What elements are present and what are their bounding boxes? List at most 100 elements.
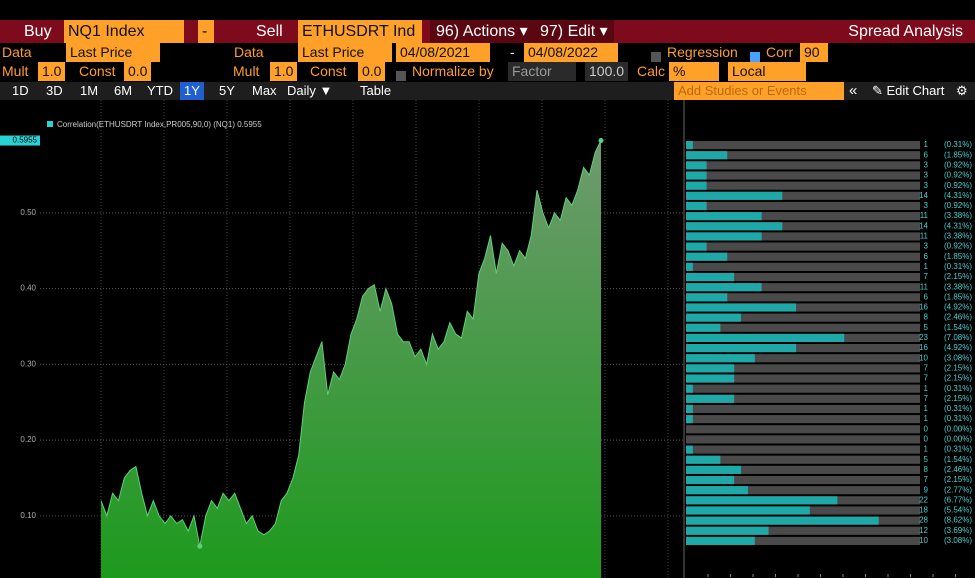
row-background <box>686 455 920 464</box>
range-button[interactable]: 1D <box>12 83 29 98</box>
percent-label: (3.38%) <box>944 211 972 220</box>
histogram-bar <box>686 283 762 292</box>
settings-icon[interactable]: ⚙ <box>956 83 968 98</box>
field-select[interactable]: Last Price <box>298 43 392 62</box>
row-background <box>686 293 920 302</box>
input[interactable]: 100.0 <box>585 62 629 81</box>
row-background <box>686 151 920 160</box>
range-button[interactable]: 6M <box>114 83 133 98</box>
field-select[interactable]: Last Price <box>66 43 160 62</box>
range-button[interactable]: 3D <box>46 83 63 98</box>
checkbox[interactable] <box>651 52 661 62</box>
histogram-bar <box>686 475 735 485</box>
histogram-bar <box>686 415 693 424</box>
histogram-bar <box>686 272 735 282</box>
start-date[interactable]: 04/08/2021 <box>396 43 490 62</box>
label: Regression <box>667 44 738 60</box>
calc-select[interactable]: % <box>669 62 719 81</box>
corr-window[interactable]: 90 <box>800 43 828 62</box>
count-label: 3 <box>924 171 929 180</box>
label: Corr <box>766 44 794 60</box>
actions-menu[interactable]: 96) Actions ▾ <box>430 20 534 43</box>
range-button[interactable]: Max <box>252 83 277 98</box>
studies-input[interactable]: Add Studies or Events <box>674 82 844 100</box>
percent-label: (0.92%) <box>944 242 972 251</box>
edit-chart-button[interactable]: ✎ Edit Chart <box>872 83 945 98</box>
edit-menu[interactable]: 97) Edit ▾ <box>534 20 614 43</box>
histogram-bar <box>686 465 742 474</box>
period-select[interactable]: Daily ▼ <box>287 83 333 98</box>
percent-label: (1.54%) <box>944 323 972 332</box>
legend-text: Correlation(ETHUSDRT Index,PR005,90,0) (… <box>57 120 262 129</box>
label: Data <box>234 44 264 60</box>
row-background <box>686 425 920 434</box>
histogram-bar <box>686 222 783 231</box>
histogram-bar <box>686 394 735 403</box>
row-background <box>686 536 920 545</box>
y-tick-label: 0.30 <box>20 359 36 368</box>
percent-label: (3.38%) <box>944 282 972 291</box>
histogram-bar <box>686 212 762 221</box>
input[interactable]: 0.0 <box>358 62 386 81</box>
row-background <box>686 435 920 444</box>
histogram-bar <box>686 293 728 302</box>
input[interactable]: 1.0 <box>38 62 66 81</box>
local-select[interactable]: Local <box>728 62 806 81</box>
sell-ticker[interactable]: ETHUSDRT Ind <box>298 20 422 43</box>
percent-label: (3.08%) <box>944 353 972 362</box>
count-label: 7 <box>924 394 929 403</box>
histogram-bar <box>686 496 838 505</box>
buy-label: Buy <box>24 23 52 40</box>
percent-label: (7.08%) <box>944 333 972 342</box>
count-label: 28 <box>919 516 928 525</box>
count-label: 1 <box>924 140 929 149</box>
count-label: 1 <box>924 262 929 271</box>
operator[interactable]: - <box>198 20 214 43</box>
row-background <box>686 181 920 190</box>
count-label: 3 <box>924 181 929 190</box>
percent-label: (0.31%) <box>944 404 972 413</box>
count-label: 7 <box>924 272 929 281</box>
checkbox[interactable] <box>396 71 406 81</box>
checkbox-checked[interactable] <box>750 52 760 62</box>
label: Mult <box>2 63 29 79</box>
table-button[interactable]: Table <box>360 83 392 98</box>
row-background <box>686 303 920 312</box>
percent-label: (3.69%) <box>944 526 972 535</box>
row-background <box>686 242 920 251</box>
range-button[interactable]: 1M <box>80 83 99 98</box>
row-background <box>686 171 920 180</box>
label: Calc <box>637 63 666 79</box>
count-label: 6 <box>924 150 929 159</box>
percent-label: (0.31%) <box>944 140 972 149</box>
percent-label: (2.15%) <box>944 374 972 383</box>
edit-chart-label: Edit Chart <box>886 83 945 98</box>
buy-ticker[interactable]: NQ1 Index <box>64 20 184 43</box>
range-button[interactable]: 5Y <box>219 83 235 98</box>
histogram-bar <box>686 364 735 373</box>
legend-value: 0.5955 <box>237 120 262 129</box>
percent-label: (0.00%) <box>944 424 972 433</box>
histogram-bar <box>686 455 721 464</box>
percent-label: (0.00%) <box>944 435 972 444</box>
histogram-bar <box>686 151 728 160</box>
percent-label: (0.92%) <box>944 171 972 180</box>
percent-label: (4.92%) <box>944 343 972 352</box>
histogram-bar <box>686 252 728 261</box>
collapse-button[interactable]: « <box>849 82 858 99</box>
input[interactable]: 1.0 <box>270 62 298 81</box>
percent-label: (1.85%) <box>944 292 972 301</box>
label: Mult <box>233 63 260 79</box>
count-label: 10 <box>919 536 928 545</box>
input[interactable]: 0.0 <box>124 62 152 81</box>
factor-select[interactable]: Factor <box>508 62 576 81</box>
row-background <box>686 344 920 353</box>
end-date[interactable]: 04/08/2022 <box>524 43 618 62</box>
range-button[interactable]: 1Y <box>180 82 204 100</box>
range-button[interactable]: YTD <box>147 83 173 98</box>
percent-label: (2.15%) <box>944 394 972 403</box>
count-label: 23 <box>919 333 928 342</box>
histogram-bar <box>686 384 693 393</box>
histogram-bar <box>686 242 707 251</box>
